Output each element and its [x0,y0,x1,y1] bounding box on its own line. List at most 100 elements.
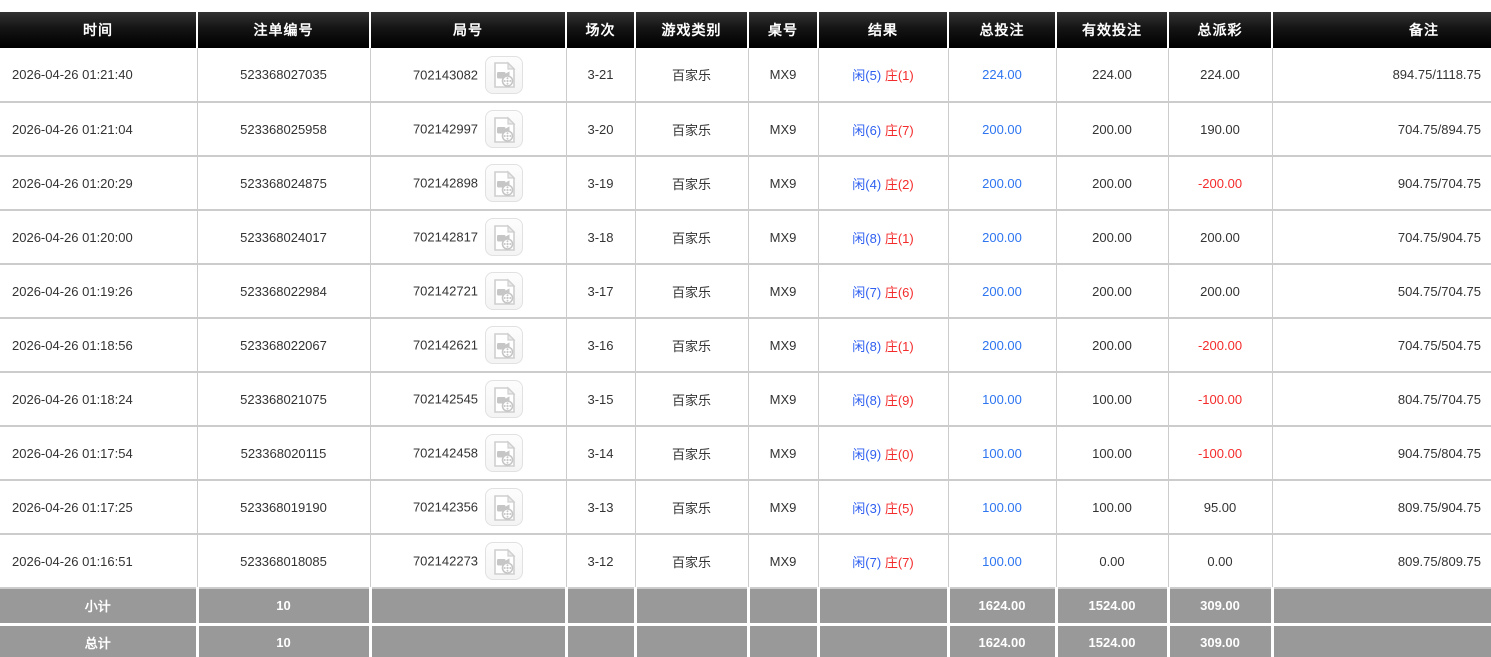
cell-game-type: 百家乐 [635,372,749,427]
cell-bet-no: 523368019190 [197,480,371,535]
cell-bet-no: 523368022067 [197,318,371,373]
footer-cell-table-no [748,624,820,657]
cell-time: 2026-04-26 01:17:25 [0,480,198,535]
table-body: 2026-04-26 01:21:40 523368027035 702143082… [0,48,1491,589]
round-number: 702142997 [412,121,479,137]
cell-game-type: 百家乐 [635,48,749,103]
cell-session: 3-16 [566,318,636,373]
cell-session: 3-12 [566,534,636,589]
cell-round-no: 702142545 [370,372,567,427]
cell-valid-bet: 200.00 [1056,264,1169,319]
video-replay-icon [494,170,516,197]
video-replay-icon [494,494,516,521]
cell-result: 闲(8) 庄(1) [818,318,949,373]
cell-session: 3-21 [566,48,636,103]
cell-session: 3-18 [566,210,636,265]
round-number: 702143082 [412,67,479,82]
video-replay-button[interactable] [485,434,524,472]
cell-bet-no: 523368024875 [197,156,371,211]
cell-table-no: MX9 [748,534,819,589]
result-player: 闲(8) [852,230,882,246]
table-row: 2026-04-26 01:17:25 523368019190 702142356… [0,480,1491,535]
cell-valid-bet: 200.00 [1056,210,1169,265]
table-row: 2026-04-26 01:18:56 523368022067 702142621… [0,318,1491,373]
footer-cell-total-payout: 309.00 [1168,624,1274,657]
footer-cell-bet-no: 10 [197,624,372,657]
cell-remark: 904.75/704.75 [1272,156,1491,211]
cell-total-bet[interactable]: 100.00 [948,426,1057,481]
cell-total-bet[interactable]: 224.00 [948,48,1057,103]
video-replay-button[interactable] [485,488,524,526]
cell-session: 3-13 [566,480,636,535]
cell-round-no: 702142273 [370,534,567,589]
cell-bet-no: 523368021075 [197,372,371,427]
cell-result: 闲(9) 庄(0) [818,426,949,481]
video-replay-button[interactable] [485,380,524,418]
video-replay-button[interactable] [485,55,524,94]
cell-session: 3-15 [566,372,636,427]
result-player: 闲(7) [852,554,882,570]
footer-cell-table-no [748,588,820,626]
cell-bet-no: 523368022984 [197,264,371,319]
video-replay-button[interactable] [485,542,524,580]
cell-round-no: 702142721 [370,264,567,319]
cell-remark: 904.75/804.75 [1272,426,1491,481]
footer-cell-total-bet: 1624.00 [948,624,1058,657]
cell-time: 2026-04-26 01:20:00 [0,210,198,265]
cell-game-type: 百家乐 [635,318,749,373]
cell-time: 2026-04-26 01:20:29 [0,156,198,211]
result-banker: 庄(1) [884,230,914,246]
round-number: 702142458 [412,445,479,461]
cell-total-bet[interactable]: 100.00 [948,480,1057,535]
video-replay-icon [494,116,516,143]
table-row: 2026-04-26 01:17:54 523368020115 702142458… [0,426,1491,481]
round-number: 702142898 [412,175,479,191]
cell-result: 闲(7) 庄(6) [818,264,949,319]
video-replay-button[interactable] [485,218,524,256]
video-replay-button[interactable] [485,326,524,364]
cell-total-payout: -200.00 [1168,156,1273,211]
cell-game-type: 百家乐 [635,426,749,481]
footer-cell-total-bet: 1624.00 [948,588,1058,626]
cell-total-payout: 0.00 [1168,534,1273,589]
footer-cell-valid-bet: 1524.00 [1056,588,1170,626]
cell-bet-no: 523368020115 [197,426,371,481]
result-player: 闲(3) [852,500,882,516]
result-banker: 庄(2) [884,176,914,192]
table-row: 2026-04-26 01:20:29 523368024875 702142898… [0,156,1491,211]
cell-table-no: MX9 [748,102,819,157]
subtotal-row: 小计 10 1624.00 1524.00 309.00 [0,588,1491,626]
cell-session: 3-19 [566,156,636,211]
cell-result: 闲(6) 庄(7) [818,102,949,157]
footer-cell-session [566,588,637,626]
round-number: 702142273 [412,553,479,569]
header-total-payout: 总派彩 [1168,12,1273,48]
cell-total-bet[interactable]: 100.00 [948,372,1057,427]
video-replay-icon [494,332,516,359]
cell-round-no: 702143082 [370,48,567,103]
cell-total-bet[interactable]: 200.00 [948,102,1057,157]
cell-total-bet[interactable]: 200.00 [948,210,1057,265]
cell-table-no: MX9 [748,426,819,481]
footer-cell-result [818,624,950,657]
footer-cell-time: 总计 [0,624,199,657]
header-table-no: 桌号 [748,12,819,48]
cell-round-no: 702142458 [370,426,567,481]
video-replay-button[interactable] [485,110,524,148]
cell-total-bet[interactable]: 200.00 [948,156,1057,211]
footer-cell-game-type [635,624,750,657]
video-replay-icon [494,61,516,88]
result-player: 闲(9) [852,446,882,462]
video-replay-button[interactable] [485,272,524,310]
table-row: 2026-04-26 01:20:00 523368024017 702142817… [0,210,1491,265]
video-replay-button[interactable] [485,164,524,202]
cell-time: 2026-04-26 01:18:56 [0,318,198,373]
header-round-no: 局号 [370,12,567,48]
cell-time: 2026-04-26 01:18:24 [0,372,198,427]
table-row: 2026-04-26 01:18:24 523368021075 702142545… [0,372,1491,427]
header-game-type: 游戏类别 [635,12,749,48]
cell-total-bet[interactable]: 200.00 [948,318,1057,373]
cell-remark: 894.75/1118.75 [1272,48,1491,103]
cell-total-bet[interactable]: 100.00 [948,534,1057,589]
cell-total-bet[interactable]: 200.00 [948,264,1057,319]
